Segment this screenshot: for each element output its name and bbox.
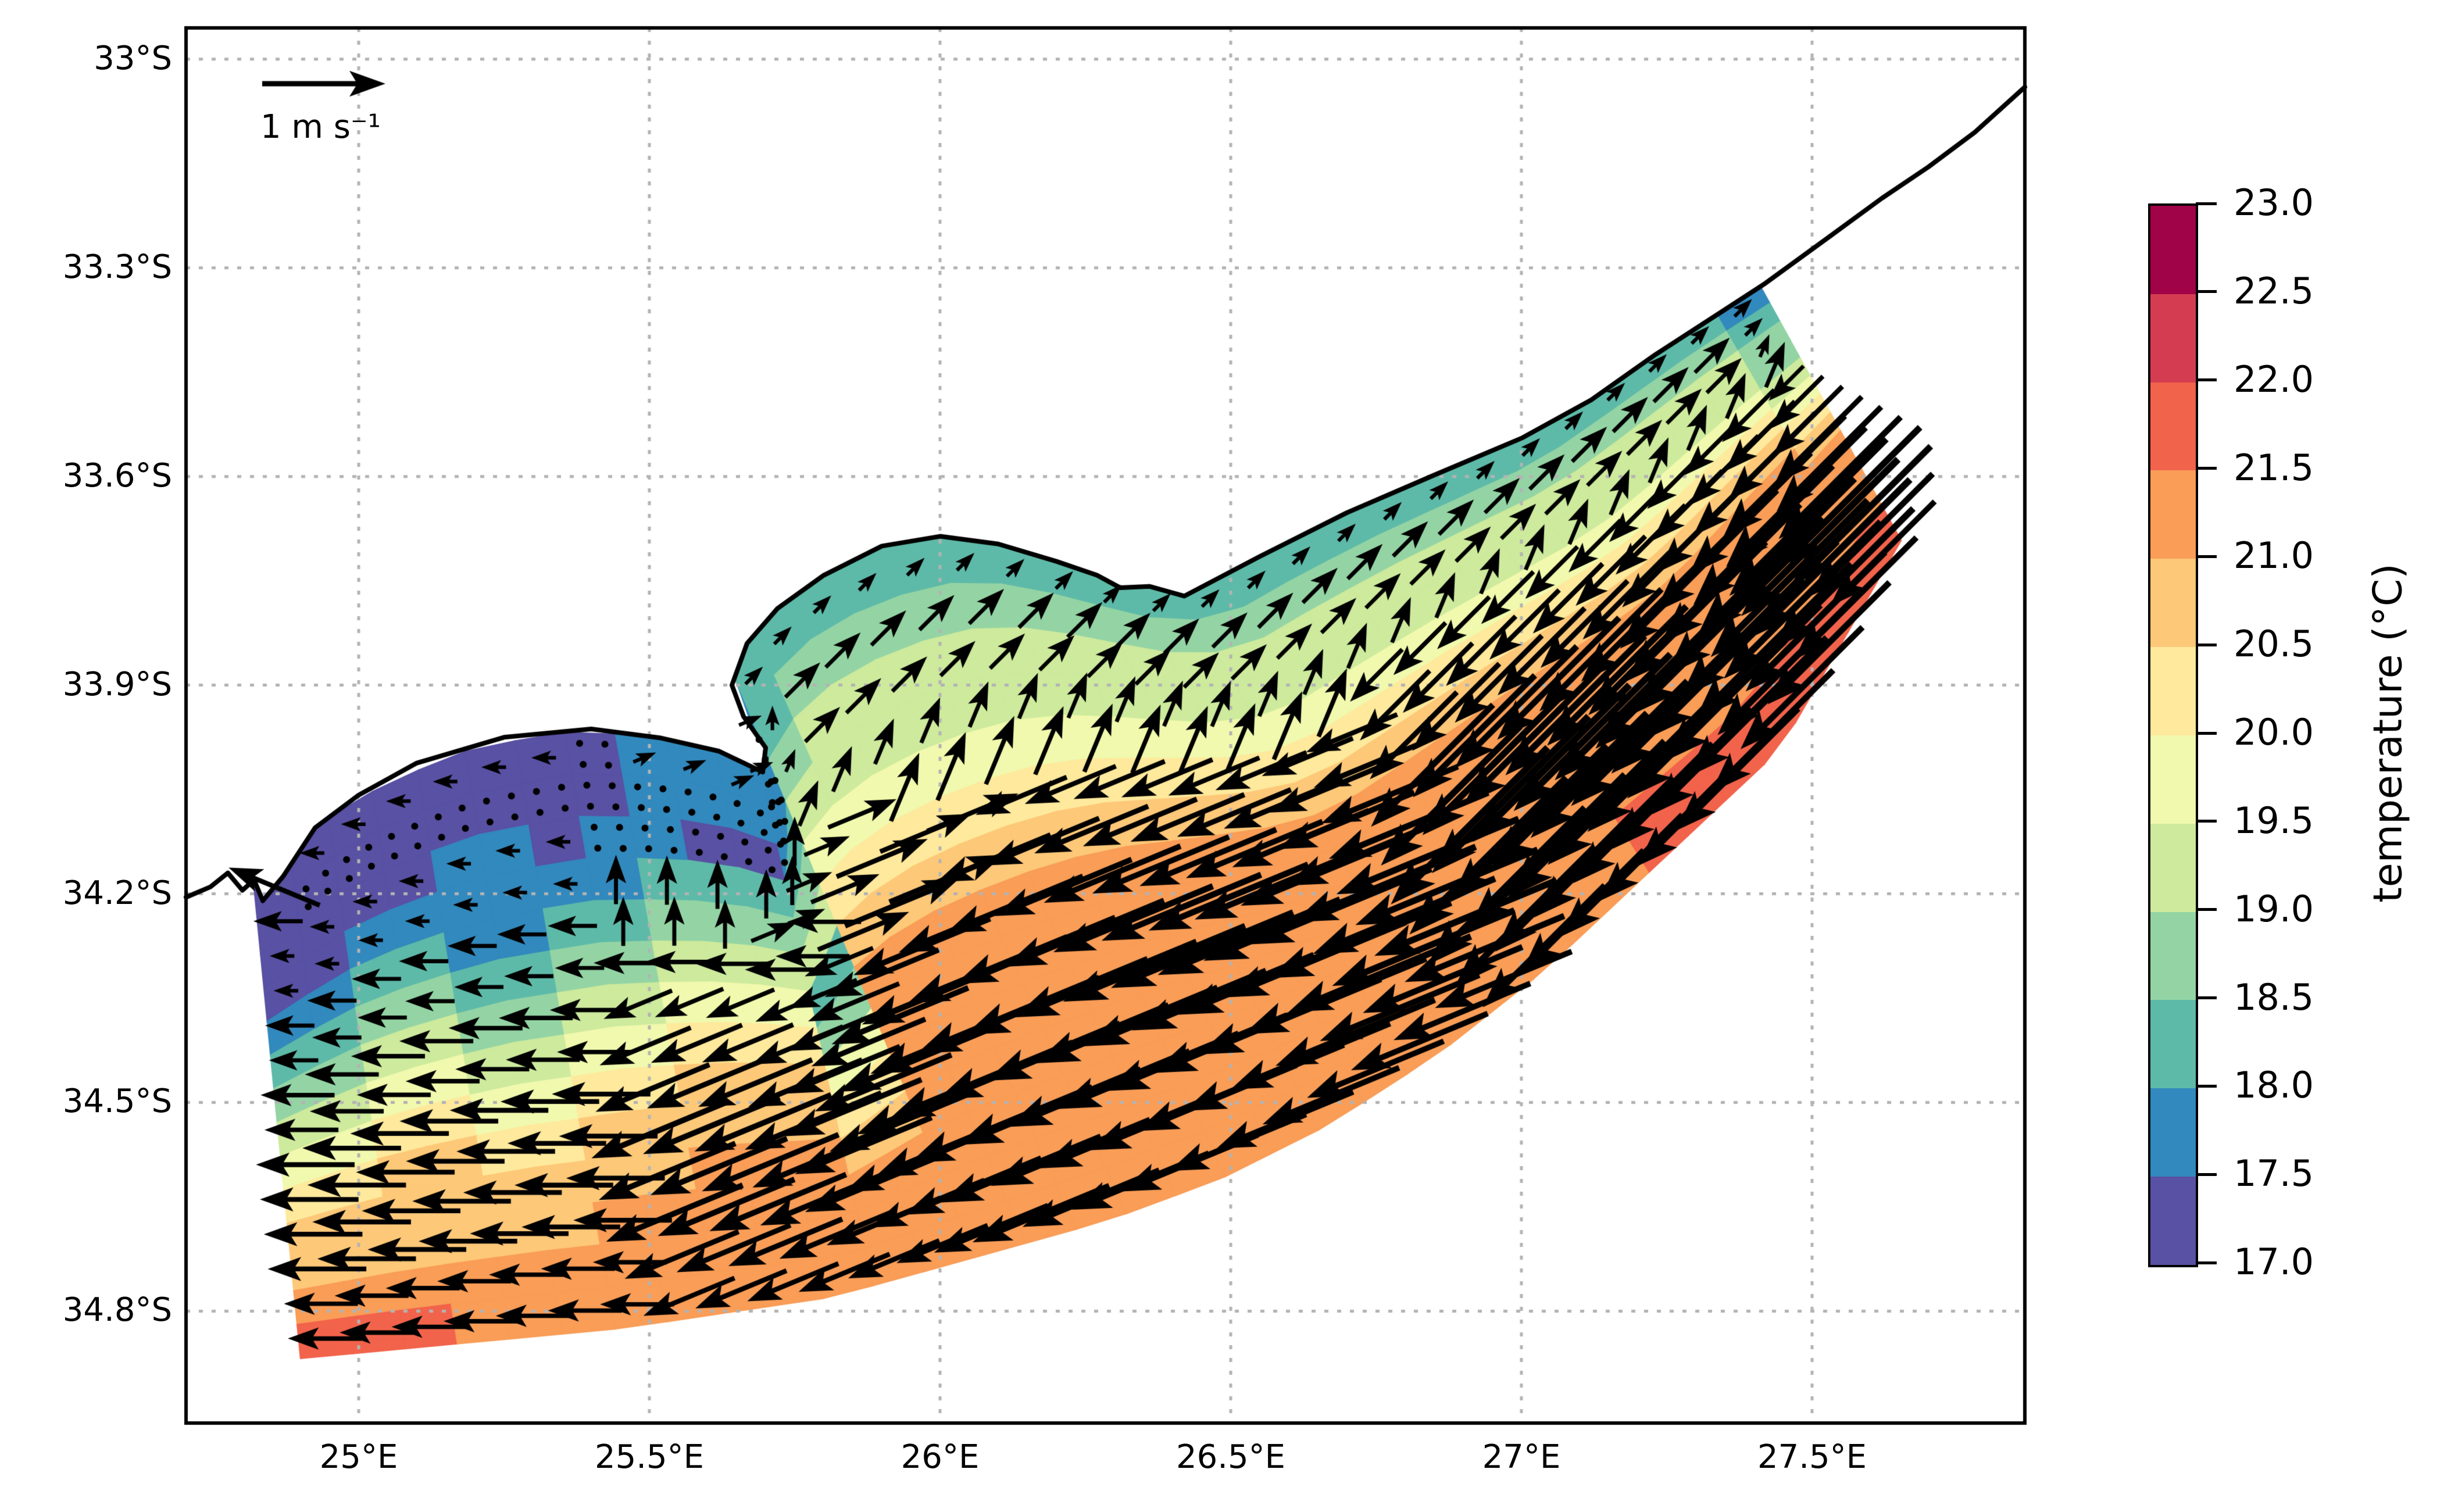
colorbar-tick-label: 20.0 bbox=[2234, 711, 2314, 754]
colorbar-tick bbox=[2196, 1173, 2217, 1176]
colorbar-tick-label: 18.0 bbox=[2234, 1064, 2314, 1107]
y-tick-label: 34.5°S bbox=[62, 1082, 172, 1121]
x-tick-label: 27°E bbox=[1482, 1438, 1561, 1476]
colorbar-tick bbox=[2196, 290, 2217, 294]
colorbar-tick bbox=[2196, 1084, 2217, 1088]
colorbar-band bbox=[2150, 823, 2196, 912]
colorbar-tick-label: 18.5 bbox=[2234, 975, 2314, 1018]
colorbar-tick-label: 19.5 bbox=[2234, 799, 2314, 842]
x-tick-label: 26°E bbox=[901, 1438, 980, 1476]
y-tick-label: 33.6°S bbox=[62, 456, 172, 495]
colorbar-band bbox=[2150, 912, 2196, 1000]
colorbar-tick bbox=[2196, 996, 2217, 999]
x-tick-label: 25.5°E bbox=[594, 1438, 705, 1476]
colorbar-tick bbox=[2196, 202, 2217, 205]
colorbar bbox=[2148, 203, 2198, 1267]
y-tick-label: 34.8°S bbox=[62, 1291, 172, 1329]
colorbar-band bbox=[2150, 1000, 2196, 1089]
colorbar-band bbox=[2150, 735, 2196, 824]
y-tick-label: 34.2°S bbox=[62, 874, 172, 912]
colorbar-tick bbox=[2196, 378, 2217, 382]
colorbar-band bbox=[2150, 206, 2196, 294]
y-tick-label: 33.3°S bbox=[62, 248, 172, 286]
colorbar-band bbox=[2150, 294, 2196, 383]
colorbar-tick-label: 22.5 bbox=[2234, 269, 2314, 312]
colorbar-band bbox=[2150, 647, 2196, 735]
colorbar-band bbox=[2150, 559, 2196, 648]
colorbar-tick bbox=[2196, 731, 2217, 735]
colorbar-tick bbox=[2196, 908, 2217, 912]
x-tick-label: 25°E bbox=[319, 1438, 398, 1476]
colorbar-tick-label: 23.0 bbox=[2234, 181, 2314, 224]
colorbar-tick bbox=[2196, 820, 2217, 823]
y-tick-label: 33°S bbox=[94, 40, 172, 78]
x-tick-label: 27.5°E bbox=[1757, 1438, 1867, 1476]
reference-vector-label: 1 m s⁻¹ bbox=[260, 108, 381, 146]
colorbar-tick-label: 20.5 bbox=[2234, 623, 2314, 666]
colorbar-tick-label: 19.0 bbox=[2234, 887, 2314, 930]
colorbar-band bbox=[2150, 382, 2196, 471]
colorbar-tick bbox=[2196, 1261, 2217, 1264]
colorbar-tick-label: 21.0 bbox=[2234, 534, 2314, 577]
colorbar-band bbox=[2150, 1088, 2196, 1177]
colorbar-tick-label: 17.0 bbox=[2234, 1241, 2314, 1284]
colorbar-tick-label: 21.5 bbox=[2234, 446, 2314, 489]
colorbar-band bbox=[2150, 470, 2196, 559]
colorbar-tick-label: 17.5 bbox=[2234, 1152, 2314, 1195]
y-tick-label: 33.9°S bbox=[62, 665, 172, 703]
colorbar-tick-label: 22.0 bbox=[2234, 358, 2314, 401]
colorbar-title: temperature (°C) bbox=[2365, 563, 2411, 903]
colorbar-tick bbox=[2196, 643, 2217, 646]
x-tick-label: 26.5°E bbox=[1175, 1438, 1286, 1476]
colorbar-tick bbox=[2196, 467, 2217, 470]
colorbar-band bbox=[2150, 1177, 2196, 1265]
colorbar-tick bbox=[2196, 555, 2217, 558]
